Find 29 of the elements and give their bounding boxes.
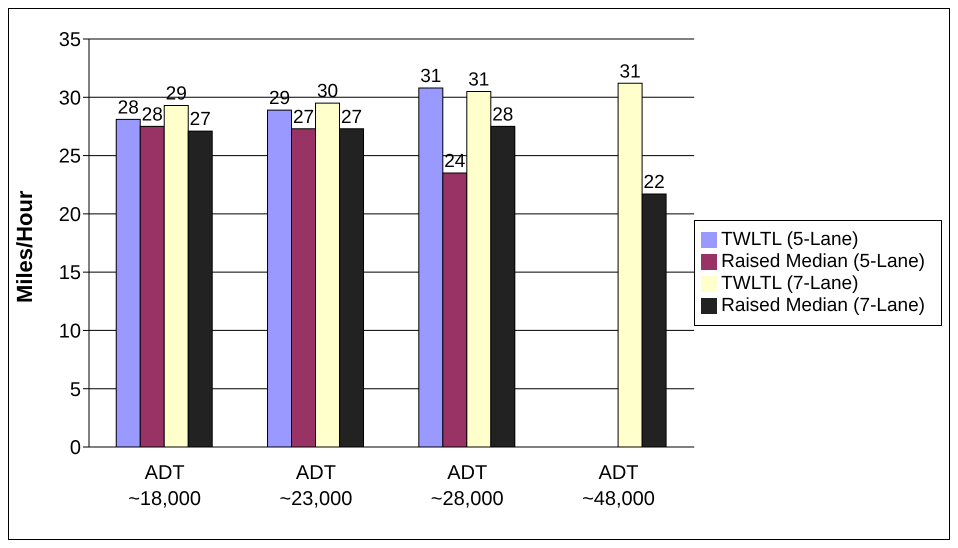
y-tick-label: 25 bbox=[58, 146, 81, 168]
data-label: 28 bbox=[492, 104, 514, 126]
data-label: 24 bbox=[444, 151, 466, 172]
y-tick-label: 5 bbox=[70, 378, 81, 401]
data-label: 27 bbox=[340, 106, 362, 128]
x-tick-label: ADT ~18,000 bbox=[128, 462, 202, 510]
legend-label: TWLTL (5-Lane) bbox=[721, 229, 858, 250]
x-tick-label: ADT ~48,000 bbox=[582, 462, 655, 510]
data-label: 31 bbox=[620, 61, 641, 82]
y-tick-label: 30 bbox=[58, 87, 81, 110]
y-axis-title: Miles/Hour bbox=[12, 190, 37, 303]
data-label: 28 bbox=[118, 97, 139, 118]
data-label: 27 bbox=[292, 106, 314, 128]
x-tick-label: ADT ~28,000 bbox=[430, 462, 504, 510]
y-tick-label: 20 bbox=[58, 204, 81, 226]
data-label: 31 bbox=[468, 69, 490, 90]
y-tick-label: 35 bbox=[58, 29, 81, 52]
data-label: 22 bbox=[644, 172, 665, 194]
legend-label: TWLTL (7-Lane) bbox=[721, 273, 858, 294]
legend-label: Raised Median (5-Lane) bbox=[721, 251, 925, 272]
data-label: 30 bbox=[316, 81, 338, 102]
data-label: 27 bbox=[190, 109, 211, 130]
data-label: 28 bbox=[142, 104, 163, 126]
x-tick-label: ADT ~23,000 bbox=[280, 462, 352, 510]
legend-label: Raised Median (7-Lane) bbox=[721, 295, 925, 316]
y-tick-label: 10 bbox=[58, 320, 81, 343]
y-tick-label: 15 bbox=[58, 262, 81, 284]
data-label: 31 bbox=[420, 66, 442, 87]
y-tick-label: 0 bbox=[70, 437, 81, 460]
